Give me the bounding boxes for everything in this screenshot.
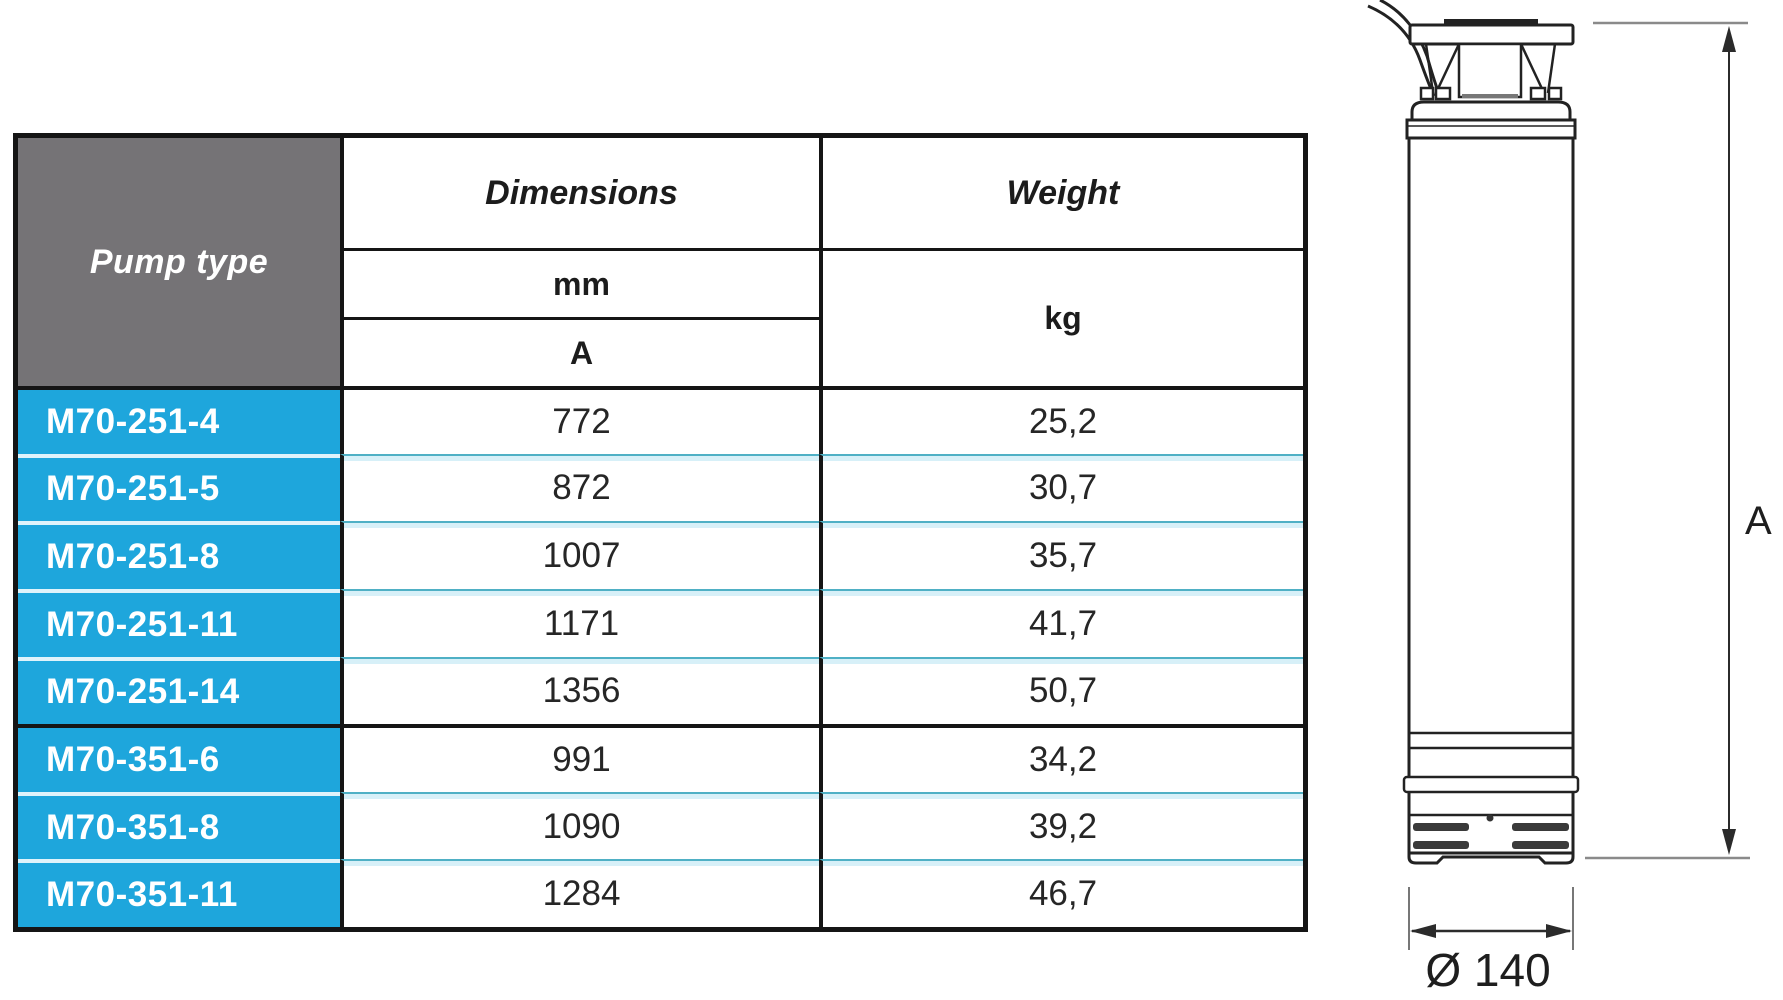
dimension-a-value: 772 [340,386,819,454]
pump-row-label: M70-351-6 [18,724,340,792]
weight-value: 35,7 [819,521,1303,589]
dimension-a-value: 1090 [340,791,819,860]
pump-row-label: M70-251-4 [18,386,340,454]
pump-head-struts [1419,42,1563,101]
dimension-symbol-a: A [340,317,819,386]
pump-row-label: M70-251-14 [18,656,340,725]
weight-value: 25,2 [819,386,1303,454]
dimension-a-value: 1007 [340,521,819,589]
pump-coupling-band [1402,775,1580,794]
pump-bottom-cap [1407,848,1575,865]
weight-value: 30,7 [819,453,1303,522]
weight-value: 39,2 [819,791,1303,860]
weight-value: 46,7 [819,859,1303,927]
pump-diagram: A Ø 140 [1367,0,1772,996]
pump-row-label: M70-251-8 [18,521,340,589]
strainer-slots [1413,814,1569,849]
cable-icon [1367,0,1441,97]
diameter-dim-label: Ø 140 [1425,944,1550,996]
pump-row-label: M70-251-5 [18,453,340,522]
dimension-a-value: 872 [340,453,819,522]
height-dim-label: A [1745,499,1772,543]
pump-row-label: M70-351-8 [18,791,340,860]
dimension-a-value: 991 [340,724,819,792]
pump-shoulder [1410,100,1572,122]
pump-row-label: M70-351-11 [18,859,340,927]
pump-type-header: Pump type [18,138,340,386]
cap-top-bar [1444,19,1538,26]
weight-value: 41,7 [819,588,1303,657]
dimensions-header: Dimensions [340,138,819,248]
dimension-a-value: 1171 [340,588,819,657]
weight-value: 34,2 [819,724,1303,792]
pump-neck-band [1405,118,1577,140]
height-dimension: A [1585,21,1772,860]
dimension-unit-mm: mm [340,248,819,317]
pump-spec-table: Pump type Dimensions Weight mm kg A M70-… [13,133,1308,932]
dimension-a-value: 1356 [340,656,819,725]
pump-body [1407,136,1575,855]
diameter-dimension: Ø 140 [1408,887,1574,996]
pump-cap [1408,23,1575,46]
weight-unit-kg: kg [819,248,1303,386]
weight-value: 50,7 [819,656,1303,725]
weight-header: Weight [819,138,1303,248]
pump-row-label: M70-251-11 [18,588,340,657]
dimension-a-value: 1284 [340,859,819,927]
